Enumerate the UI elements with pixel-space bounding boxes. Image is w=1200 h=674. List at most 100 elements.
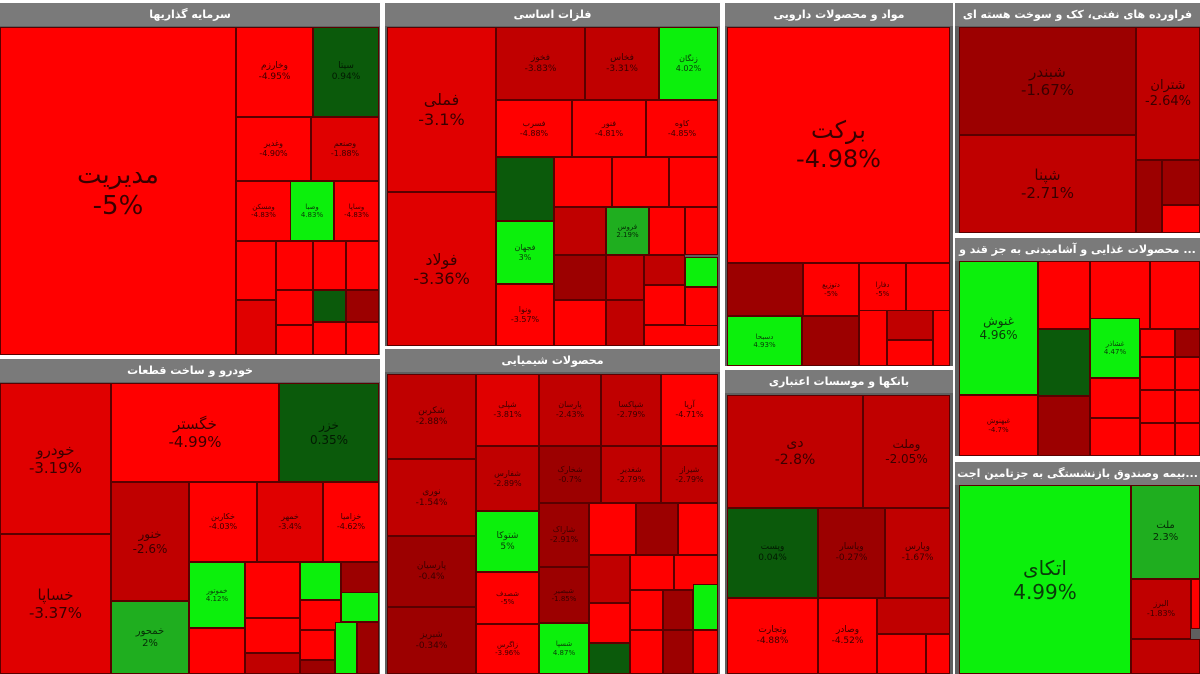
stock-tile[interactable] [1140, 329, 1175, 357]
stock-tile[interactable]: وصبا 4.83% [290, 181, 334, 241]
stock-tile[interactable]: غبهنوش -4.7% [959, 395, 1038, 456]
stock-tile[interactable] [1090, 378, 1140, 418]
stock-tile[interactable]: زنگان 4.02% [659, 27, 718, 100]
stock-tile[interactable]: مدیریت -5% [0, 27, 236, 355]
stock-tile[interactable]: زاگرس -3.96% [476, 624, 539, 674]
stock-tile[interactable]: شسپا 4.87% [539, 623, 589, 674]
stock-tile[interactable] [1090, 261, 1150, 329]
sector-title[interactable]: ... محصولات غذایی و آشامیدنی به جز قند و [955, 238, 1200, 261]
stock-tile[interactable]: شصدف -5% [476, 572, 539, 624]
stock-tile[interactable] [877, 634, 926, 674]
stock-tile[interactable] [1175, 329, 1200, 357]
stock-tile[interactable] [859, 310, 887, 366]
stock-tile[interactable] [636, 503, 678, 555]
stock-tile[interactable] [685, 287, 718, 327]
stock-tile[interactable]: شتوکا 5% [476, 511, 539, 572]
stock-tile[interactable] [357, 622, 379, 674]
stock-tile[interactable]: فملی -3.1% [387, 27, 496, 192]
stock-tile[interactable] [589, 555, 630, 603]
stock-tile[interactable]: نوری -1.54% [387, 459, 476, 536]
stock-tile[interactable]: پارسیان -0.4% [387, 536, 476, 607]
stock-tile[interactable]: فروس 2.19% [606, 207, 649, 255]
stock-tile[interactable] [1038, 329, 1090, 396]
stock-tile[interactable]: وغدیر -4.90% [236, 117, 311, 181]
stock-tile[interactable]: دسبحا 4.93% [727, 316, 802, 366]
stock-tile[interactable] [1175, 423, 1200, 456]
stock-tile[interactable] [678, 503, 718, 555]
stock-tile[interactable] [630, 630, 663, 674]
stock-tile[interactable] [1175, 390, 1200, 423]
stock-tile[interactable]: خودرو -3.19% [0, 383, 111, 534]
stock-tile[interactable] [1140, 390, 1175, 423]
stock-tile[interactable] [313, 322, 346, 355]
stock-tile[interactable]: دتوزیع -5% [803, 263, 859, 316]
stock-tile[interactable] [685, 257, 718, 287]
stock-tile[interactable] [693, 584, 718, 630]
stock-tile[interactable]: شبندر -1.67% [959, 27, 1136, 135]
stock-tile[interactable] [300, 660, 335, 674]
stock-tile[interactable]: وصنعم -1.88% [311, 117, 379, 181]
stock-tile[interactable] [644, 325, 718, 346]
stock-tile[interactable] [341, 592, 379, 622]
sector-title[interactable]: محصولات شیمیایی [385, 349, 720, 372]
stock-tile[interactable] [554, 207, 606, 255]
stock-tile[interactable]: فنور -4.81% [572, 100, 646, 157]
stock-tile[interactable]: غشاذر 4.47% [1090, 318, 1140, 378]
stock-tile[interactable] [1162, 160, 1200, 205]
stock-tile[interactable] [236, 241, 276, 300]
stock-tile[interactable]: وپاسار -0.27% [818, 508, 885, 598]
stock-tile[interactable]: خزر 0.35% [279, 383, 379, 482]
stock-tile[interactable] [1191, 579, 1200, 629]
stock-tile[interactable]: البرز -1.83% [1131, 579, 1191, 639]
stock-tile[interactable] [313, 290, 346, 322]
stock-tile[interactable] [589, 643, 630, 674]
stock-tile[interactable]: شبریز -0.34% [387, 607, 476, 674]
stock-tile[interactable] [1038, 261, 1090, 329]
stock-tile[interactable] [300, 600, 341, 630]
stock-tile[interactable] [1136, 160, 1162, 233]
sector-title[interactable]: ...بیمه وصندوق بازنشستگی به جزتامین اجت [955, 462, 1200, 485]
stock-tile[interactable] [346, 322, 379, 355]
stock-tile[interactable] [1131, 639, 1200, 674]
stock-tile[interactable] [335, 622, 357, 674]
stock-tile[interactable]: غنوش 4.96% [959, 261, 1038, 395]
stock-tile[interactable] [887, 340, 933, 366]
stock-tile[interactable]: وملت -2.05% [863, 395, 950, 508]
stock-tile[interactable]: وپارس -1.67% [885, 508, 950, 598]
stock-tile[interactable] [685, 207, 718, 255]
stock-tile[interactable]: فجهان 3% [496, 221, 554, 284]
stock-tile[interactable] [1090, 418, 1140, 456]
stock-tile[interactable]: خمهر -3.4% [257, 482, 323, 562]
stock-tile[interactable]: ملت 2.3% [1131, 485, 1200, 579]
stock-tile[interactable] [554, 157, 612, 207]
stock-tile[interactable] [1162, 205, 1200, 233]
stock-tile[interactable] [926, 634, 950, 674]
sector-title[interactable]: فراورده های نفتی، کک و سوخت هسته ای [955, 3, 1200, 26]
stock-tile[interactable] [727, 263, 803, 316]
stock-tile[interactable] [300, 562, 341, 600]
stock-tile[interactable] [669, 157, 718, 207]
stock-tile[interactable]: شپاکسا -2.79% [601, 374, 661, 446]
stock-tile[interactable] [346, 290, 379, 322]
stock-tile[interactable]: آریا -4.71% [661, 374, 718, 446]
stock-tile[interactable]: خساپا -3.37% [0, 534, 111, 674]
stock-tile[interactable]: ومسکن -4.83% [236, 181, 291, 241]
stock-tile[interactable] [802, 316, 859, 366]
stock-tile[interactable]: پارسان -2.43% [539, 374, 601, 446]
stock-tile[interactable]: شپنا -2.71% [959, 135, 1136, 233]
stock-tile[interactable] [1150, 261, 1200, 329]
stock-tile[interactable]: شیراز -2.79% [661, 446, 718, 503]
stock-tile[interactable] [1175, 357, 1200, 390]
stock-tile[interactable]: فولاد -3.36% [387, 192, 496, 346]
stock-tile[interactable] [644, 255, 685, 285]
stock-tile[interactable] [554, 255, 606, 300]
stock-tile[interactable] [313, 241, 346, 290]
stock-tile[interactable]: شپلی -3.81% [476, 374, 539, 446]
stock-tile[interactable]: فخوز -3.83% [496, 27, 585, 100]
stock-tile[interactable] [1038, 396, 1090, 456]
stock-tile[interactable] [663, 590, 693, 630]
stock-tile[interactable]: خزامیا -4.62% [323, 482, 379, 562]
sector-title[interactable]: بانکها و موسسات اعتباری [725, 370, 953, 393]
stock-tile[interactable]: خمحور 2% [111, 601, 189, 674]
stock-tile[interactable] [693, 630, 718, 674]
